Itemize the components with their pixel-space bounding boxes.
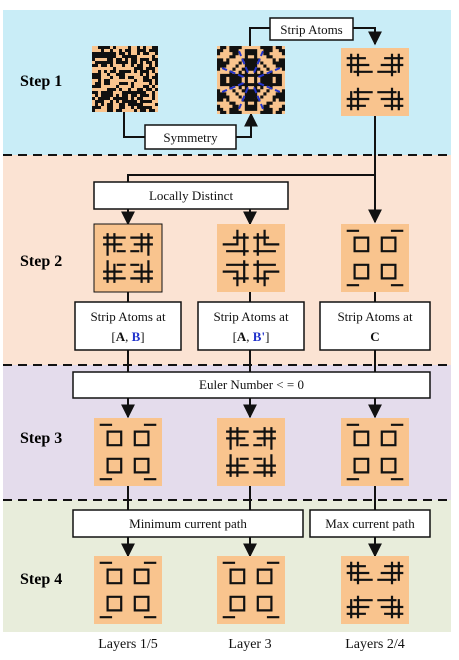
- distinct-pattern-tile-c: [341, 224, 409, 292]
- distinct-pattern-tile-a: [93, 223, 163, 293]
- strip-c-line1: Strip Atoms at: [337, 309, 413, 324]
- strip-ab-line2: [A, B]: [111, 329, 144, 344]
- euler-pattern-tile-b: [217, 418, 285, 486]
- strip-abp-line1: Strip Atoms at: [213, 309, 289, 324]
- layer-caption-1: Layers 1/5: [98, 637, 157, 652]
- locally-distinct-box: [93, 181, 289, 210]
- strip-atoms-box: [269, 17, 354, 41]
- euler-pattern-tile-c: [341, 418, 409, 486]
- distinct-pattern-tile-b: [217, 224, 285, 292]
- strip-c-line2: C: [370, 329, 379, 344]
- random-pattern-tile: [92, 46, 158, 112]
- layer-caption-3: Layers 2/4: [345, 637, 404, 652]
- step-1-label: Step 1: [20, 73, 62, 90]
- strip-atoms-text: Strip Atoms: [280, 22, 343, 37]
- stripped-pattern-tile: [341, 48, 409, 116]
- step-3-label: Step 3: [20, 430, 62, 447]
- symmetric-pattern-tile: [217, 46, 285, 114]
- layer-pattern-tile-c: [341, 556, 409, 624]
- euler-box: [72, 371, 431, 399]
- layer-caption-2: Layer 3: [228, 637, 271, 652]
- euler-pattern-tile-a: [94, 418, 162, 486]
- euler-text: Euler Number < = 0: [199, 377, 304, 392]
- strip-c-box: [319, 301, 431, 351]
- strip-abp-line2: [A, B']: [233, 329, 270, 344]
- strip-ab-box: [74, 301, 182, 351]
- min-path-box: [72, 509, 304, 538]
- step-4-label: Step 4: [20, 571, 62, 588]
- layer-pattern-tile-a: [94, 556, 162, 624]
- max-path-text: Max current path: [325, 516, 415, 531]
- max-path-box: [309, 509, 431, 538]
- connectors: [121, 27, 382, 558]
- layer-pattern-tile-b: [217, 556, 285, 624]
- symmetry-box: [144, 124, 237, 150]
- locally-distinct-text: Locally Distinct: [149, 188, 234, 203]
- min-path-text: Minimum current path: [129, 516, 247, 531]
- strip-ab-line1: Strip Atoms at: [90, 309, 166, 324]
- step-2-label: Step 2: [20, 253, 62, 270]
- strip-abp-box: [197, 301, 305, 351]
- symmetry-text: Symmetry: [163, 130, 218, 145]
